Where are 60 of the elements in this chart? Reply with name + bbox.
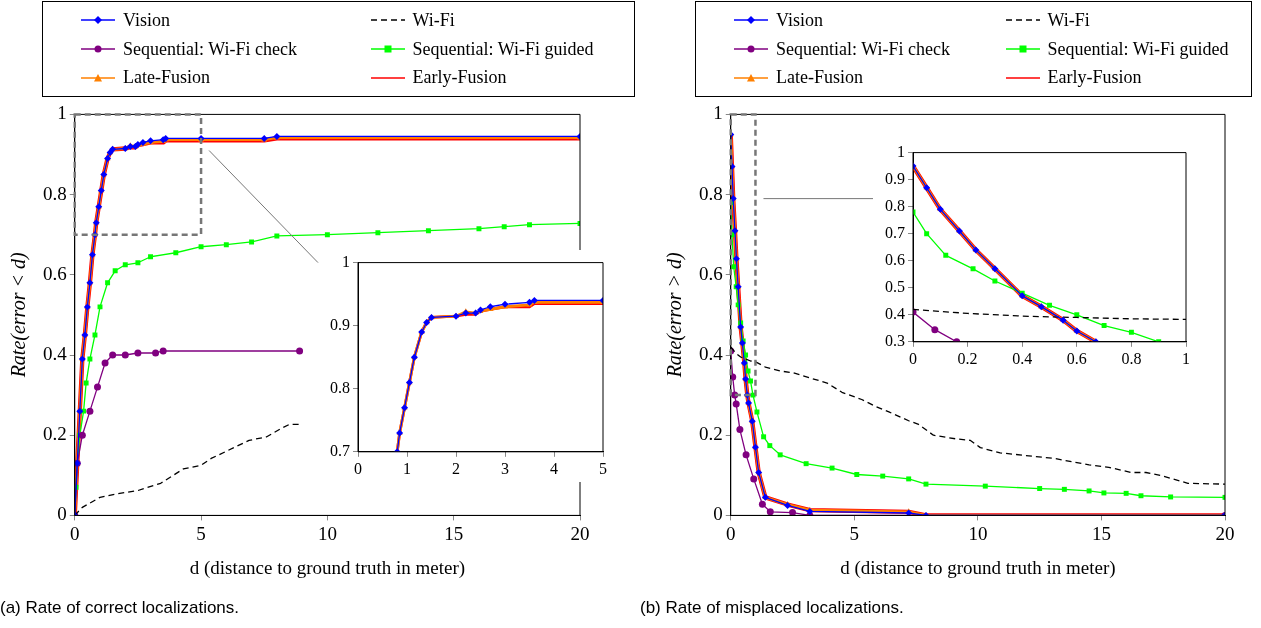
y-tick-label: 0.6 — [43, 262, 67, 284]
y-tick-label: 0.5 — [885, 277, 905, 295]
x-tick-label: 10 — [968, 522, 988, 544]
text: (b) Rate of misplaced localizations. — [640, 598, 904, 618]
x-tick-label: 0.4 — [1012, 349, 1033, 367]
legend-label: Late-Fusion — [123, 67, 210, 89]
legend-label: Sequential: Wi-Fi guided — [1047, 38, 1229, 60]
x-tick-label: 0 — [909, 349, 917, 367]
legend-label: Early-Fusion — [412, 67, 507, 89]
legend-label: Sequential: Wi-Fi guided — [412, 38, 594, 60]
y-tick-label: 0 — [57, 503, 67, 525]
x-tick-label: 10 — [317, 522, 337, 544]
x-tick-label: 0.8 — [1121, 349, 1142, 367]
y-tick-label: 0.8 — [330, 378, 350, 396]
x-tick-label: 15 — [444, 522, 464, 544]
y-tick-label: 1 — [57, 102, 67, 124]
x-tick-label: 20 — [570, 522, 590, 544]
y-tick-label: 0.9 — [885, 169, 905, 187]
y-tick-label: 0 — [713, 503, 723, 525]
legend-label: Vision — [776, 9, 823, 31]
x-tick-label: 5 — [599, 459, 607, 477]
legend-label: Wi-Fi — [1047, 9, 1090, 31]
y-tick-label: 0.3 — [885, 332, 905, 349]
x-tick-label: 20 — [1215, 522, 1235, 544]
text: (a) Rate of correct localizations. — [0, 598, 240, 618]
legend-label: Vision — [123, 9, 170, 31]
x-tick-label: 0.6 — [1066, 349, 1087, 367]
x-tick-label: 3 — [501, 459, 509, 477]
x-axis-title: d (distance to ground truth in meter) — [189, 556, 466, 579]
legend-label: Late-Fusion — [776, 67, 863, 89]
y-tick-label: 0.4 — [885, 304, 905, 322]
x-tick-label: 2 — [452, 459, 460, 477]
legend-label: Wi-Fi — [412, 9, 455, 31]
legend-label: Early-Fusion — [1047, 67, 1142, 89]
y-tick-label: 0.6 — [885, 250, 905, 268]
x-axis-title: d (distance to ground truth in meter) — [840, 556, 1116, 579]
x-tick-label: 5 — [196, 522, 206, 544]
x-tick-label: 4 — [550, 459, 558, 477]
legend-label: Sequential: Wi-Fi check — [123, 38, 297, 60]
x-tick-label: 0.2 — [957, 349, 978, 367]
x-tick-label: 1 — [403, 459, 411, 477]
x-tick-label: 0 — [354, 459, 362, 477]
y-axis-title: Rate(error > d) — [663, 252, 687, 379]
y-tick-label: 0.8 — [885, 196, 905, 214]
y-tick-label: 0.7 — [885, 223, 905, 241]
x-tick-label: 15 — [1091, 522, 1111, 544]
x-tick-label: 1 — [1182, 349, 1190, 367]
y-tick-label: 0.2 — [43, 423, 67, 445]
y-axis-title: Rate(error < d) — [7, 252, 31, 379]
y-tick-label: 0.6 — [699, 262, 723, 284]
y-tick-label: 1 — [713, 102, 723, 124]
y-tick-label: 0.8 — [699, 182, 723, 204]
y-tick-label: 1 — [342, 252, 350, 270]
y-tick-label: 0.7 — [330, 442, 350, 459]
y-tick-label: 1 — [897, 142, 905, 160]
y-tick-label: 0.2 — [699, 423, 723, 445]
x-tick-label: 5 — [849, 522, 860, 544]
y-tick-label: 0.8 — [43, 182, 67, 204]
y-tick-label: 0.9 — [330, 315, 350, 333]
legend-label: Sequential: Wi-Fi check — [776, 38, 950, 60]
